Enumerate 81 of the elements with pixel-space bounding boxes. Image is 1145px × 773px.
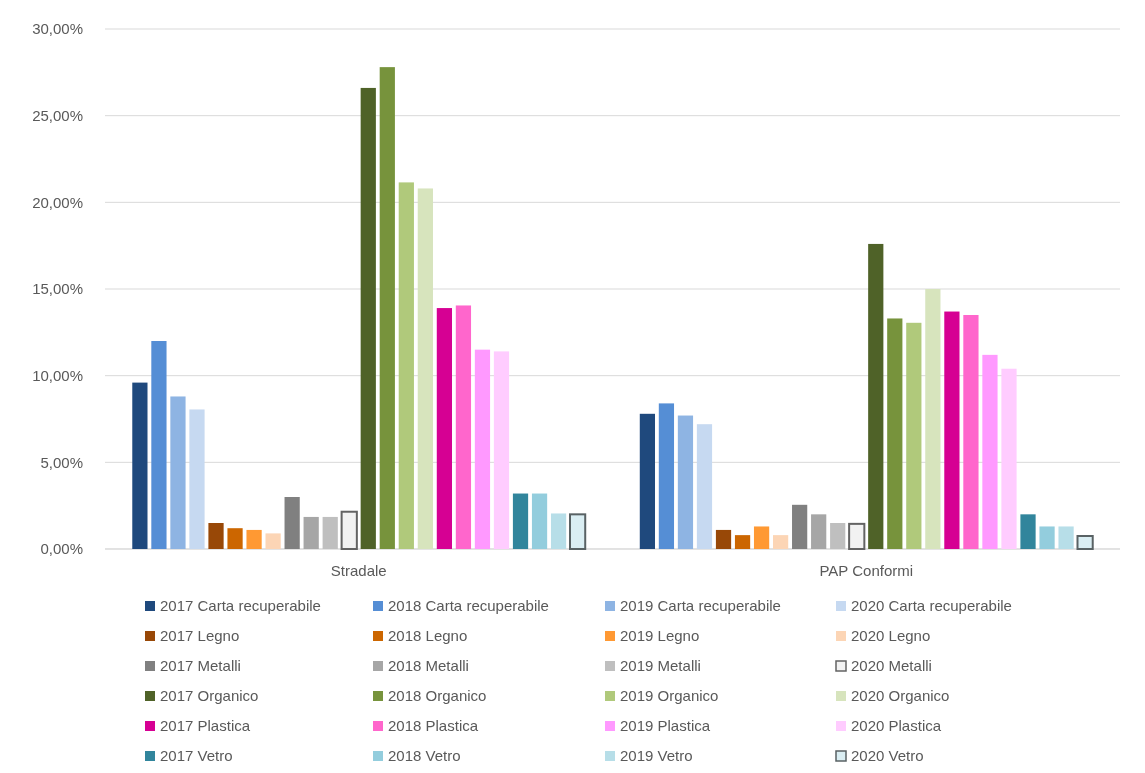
legend-label: 2018 Organico (388, 687, 487, 705)
bar (569, 513, 587, 550)
bar (868, 243, 884, 549)
bar (151, 341, 167, 549)
legend-label: 2020 Vetro (851, 747, 924, 765)
bar (189, 409, 205, 549)
bar (696, 424, 713, 549)
bar (322, 516, 338, 549)
legend-label: 2018 Metalli (388, 657, 469, 675)
bar (208, 523, 224, 549)
bar (658, 403, 675, 549)
bar (550, 513, 567, 549)
bar (1039, 526, 1055, 549)
y-tick-label: 25,00% (32, 106, 83, 124)
bar (379, 67, 395, 549)
bar (925, 289, 941, 549)
bar (848, 522, 866, 550)
legend-label: 2017 Vetro (160, 747, 233, 765)
bar (944, 311, 960, 549)
y-tick-label: 0,00% (40, 540, 83, 558)
bar (246, 529, 262, 549)
bar (227, 528, 243, 549)
y-tick-label: 10,00% (32, 366, 83, 384)
bar (773, 535, 789, 549)
bar (1001, 368, 1017, 549)
bar (639, 413, 655, 549)
bar (170, 396, 186, 549)
bar (1020, 514, 1036, 549)
legend-label: 2018 Plastica (388, 717, 479, 735)
bar (398, 182, 414, 549)
bar (512, 493, 529, 549)
legend-label: 2017 Plastica (160, 717, 251, 735)
bar (982, 354, 998, 549)
legend-label: 2019 Organico (620, 687, 719, 705)
legend-label: 2019 Carta recuperabile (620, 597, 781, 615)
legend-label: 2018 Legno (388, 627, 468, 645)
bar (265, 533, 281, 549)
bar (340, 510, 358, 550)
bar (417, 188, 433, 549)
legend-label: 2020 Plastica (851, 717, 942, 735)
bar (963, 315, 979, 549)
legend-label: 2017 Organico (160, 687, 259, 705)
y-tick-label: 30,00% (32, 20, 83, 38)
bar (677, 415, 694, 549)
legend-label: 2018 Vetro (388, 747, 461, 765)
bar (906, 322, 922, 549)
legend-label: 2020 Carta recuperabile (851, 597, 1012, 615)
bar (455, 305, 472, 549)
bar (132, 382, 148, 549)
bar (753, 526, 770, 549)
y-tick-label: 20,00% (32, 193, 83, 211)
legend-label: 2020 Metalli (851, 657, 932, 675)
x-tick-label: PAP Conformi (819, 562, 914, 579)
legend-label: 2020 Legno (851, 627, 931, 645)
legend-label: 2019 Legno (620, 627, 700, 645)
bar (830, 523, 846, 549)
legend-label: 2017 Carta recuperabile (160, 597, 321, 615)
bar (1058, 526, 1074, 549)
bar (436, 308, 452, 549)
legend-label: 2019 Vetro (620, 747, 693, 765)
legend-label: 2017 Legno (160, 627, 240, 645)
bar (284, 497, 300, 549)
bar (303, 516, 319, 549)
bar (792, 504, 808, 549)
bar (715, 529, 732, 549)
legend-label: 2018 Carta recuperabile (388, 597, 549, 615)
x-tick-label: Stradale (330, 562, 387, 579)
bar (493, 351, 510, 549)
bar (734, 535, 751, 549)
bar (360, 87, 376, 549)
bar (1076, 535, 1094, 550)
bar (811, 514, 827, 549)
y-tick-label: 5,00% (40, 453, 83, 471)
y-tick-label: 15,00% (32, 280, 83, 298)
bar (887, 318, 903, 549)
bar (474, 349, 491, 549)
legend-label: 2019 Metalli (620, 657, 701, 675)
legend-label: 2020 Organico (851, 687, 950, 705)
bar (531, 493, 548, 549)
legend-label: 2017 Metalli (160, 657, 241, 675)
legend-label: 2019 Plastica (620, 717, 711, 735)
